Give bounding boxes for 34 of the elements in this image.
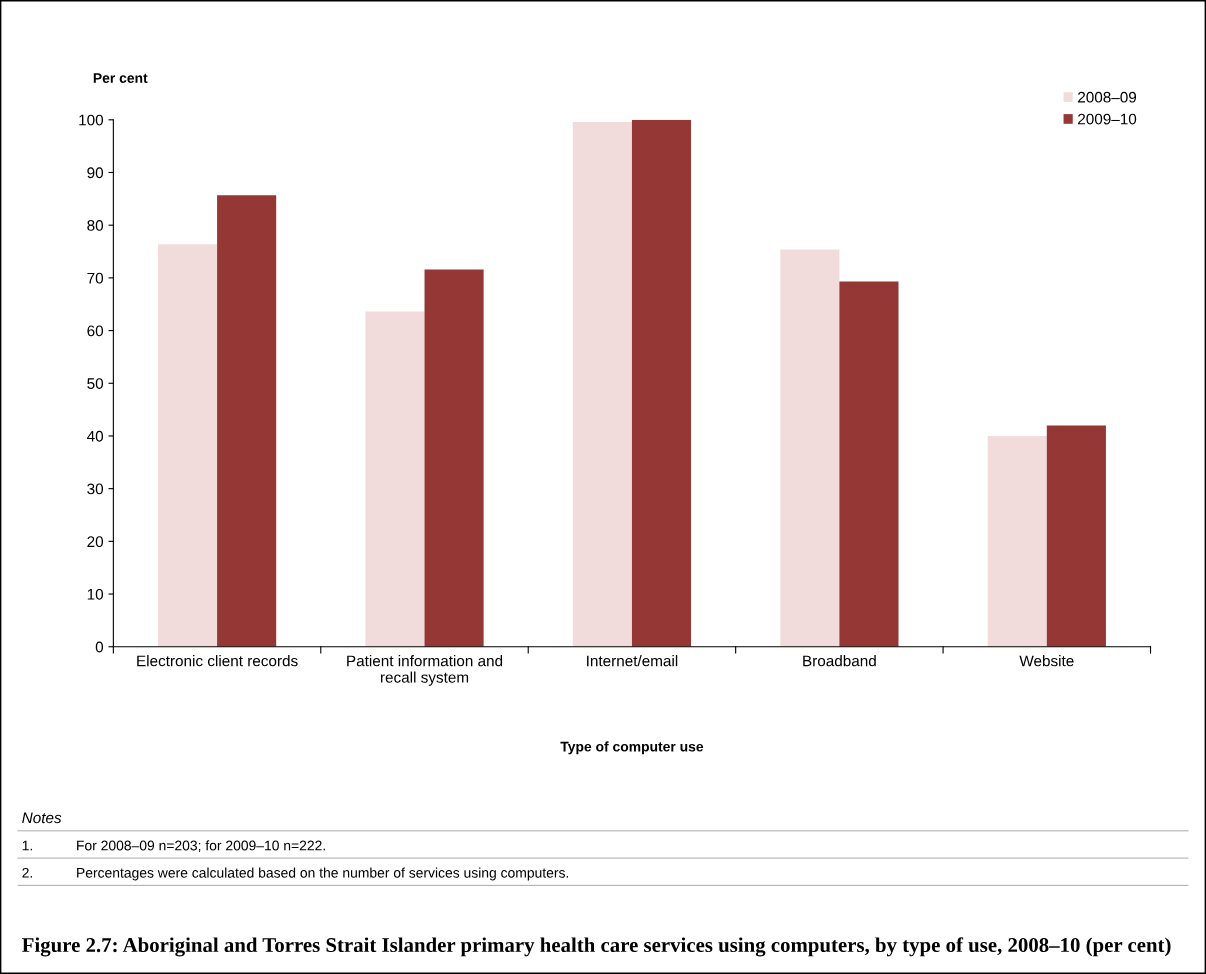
bar — [217, 195, 277, 647]
bar — [424, 269, 484, 647]
bar — [157, 244, 218, 647]
y-axis-title: Per cent — [93, 73, 148, 83]
bar — [839, 281, 899, 647]
x-tick-label: Broadband — [803, 655, 876, 667]
y-tick-label: 40 — [87, 430, 104, 442]
y-tick-label: 10 — [87, 588, 104, 600]
y-tick-label: 30 — [87, 483, 104, 495]
y-tick-label: 70 — [87, 272, 104, 284]
bar — [987, 435, 1047, 647]
x-tick-label: Website — [1019, 655, 1074, 667]
y-tick-label: 100 — [79, 114, 104, 126]
x-tick-label: Electronic client records — [137, 655, 298, 667]
text: 1. For 2008–09 n=203; for 2009–10 n=222. — [22, 840, 325, 853]
text: Notes — [22, 812, 62, 824]
bar — [572, 121, 632, 647]
y-tick-label: 0 — [95, 641, 104, 653]
y-tick-label: 50 — [87, 378, 104, 389]
legend-label: 2009–10 — [1078, 113, 1137, 125]
text: Figure 2.7: Aboriginal and Torres Strait Islander primary health care services using computers, by type of use, 2008–10 (per cent) — [22, 937, 1171, 957]
bar — [780, 249, 840, 647]
legend-label: 2008–09 — [1078, 91, 1137, 103]
y-tick-label: 90 — [87, 167, 104, 179]
text: 2. Percentages were calculated based on the number of services using computers. — [22, 867, 569, 881]
bar — [365, 311, 425, 647]
x-tick-label: Internet/email — [587, 655, 678, 667]
y-tick-label: 80 — [87, 220, 104, 231]
y-tick-label: 20 — [87, 536, 104, 548]
x-axis-title: Type of computer use — [560, 741, 704, 755]
bar — [631, 119, 692, 647]
x-tick-label: Patient information and recall system — [347, 655, 503, 686]
y-tick-label: 60 — [87, 325, 104, 337]
bar — [1046, 425, 1106, 647]
